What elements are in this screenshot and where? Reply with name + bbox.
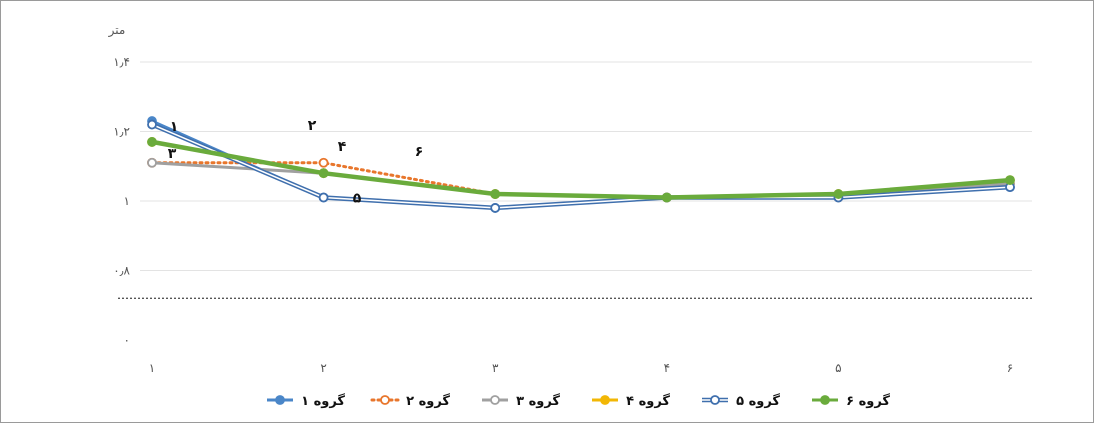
series-layer [147, 116, 1015, 213]
series-number-label: ۲ [308, 118, 317, 134]
legend-swatch-marker [820, 395, 830, 405]
grid-layer [118, 61, 1034, 299]
x-tick-label: ۳ [492, 361, 499, 375]
series-number-label: ۳ [168, 146, 177, 162]
data-point [147, 119, 157, 130]
y-tick-label: ۰٫۸ [113, 264, 130, 278]
legend-item: گروه ۴ [592, 393, 670, 409]
y-tick-label: ۱ [124, 194, 130, 208]
y-axis-title: متر [108, 23, 126, 38]
data-point [147, 157, 157, 168]
legend-item: گروه ۶ [812, 393, 890, 409]
data-point [318, 192, 329, 203]
legend-label: گروه ۳ [516, 393, 560, 409]
legend-label: گروه ۵ [736, 393, 780, 409]
data-point [147, 137, 157, 147]
legend-item: گروه ۲ [370, 393, 450, 409]
series-number-label: ۶ [415, 144, 424, 160]
y-tick-label: ۰ [124, 333, 130, 347]
x-tick-label: ۴ [664, 361, 670, 375]
legend-label: گروه ۴ [626, 393, 670, 409]
legend-label: گروه ۱ [301, 393, 345, 409]
series-line [151, 139, 1011, 200]
data-point [833, 189, 844, 199]
legend-swatch-marker [600, 395, 610, 405]
legend-item: گروه ۵ [702, 393, 780, 409]
x-tick-label: ۱ [149, 361, 155, 375]
data-point [318, 168, 329, 179]
legend-label: گروه ۲ [406, 393, 450, 409]
y-tick-label: ۱٫۲ [113, 125, 130, 139]
legend-swatch-marker [710, 395, 720, 405]
data-point [490, 189, 501, 199]
x-tick-label: ۶ [1007, 361, 1013, 375]
series-number-label: ۵ [353, 191, 362, 207]
series-number-label: ۱ [170, 119, 179, 135]
x-tick-label: ۲ [320, 361, 326, 375]
x-tick-label: ۵ [835, 361, 841, 375]
series-label-layer: ۱ ۲ ۳ ۴ ۵ ۶ [168, 118, 424, 207]
data-point [661, 192, 672, 203]
legend-swatch-marker [490, 395, 500, 405]
legend-swatch-marker [275, 395, 285, 405]
legend: گروه ۱ گروه ۲ گروه ۳ گروه ۴ گروه ۵ گروه ۶ [267, 393, 890, 409]
data-point [318, 157, 329, 168]
series-number-label: ۴ [338, 139, 347, 155]
data-point [490, 203, 501, 213]
series-line-inner [151, 123, 1011, 209]
data-point [1005, 175, 1015, 186]
legend-label: گروه ۶ [846, 393, 890, 409]
legend-item: گروه ۱ [267, 393, 345, 409]
axis-layer: متر ۱٫۴ ۱٫۲ ۱ ۰٫۸ ۰ ۱ ۲ ۳ ۴ ۵ ۶ [108, 23, 1014, 375]
legend-swatch-marker [380, 395, 390, 405]
y-tick-label: ۱٫۴ [113, 55, 130, 69]
legend-item: گروه ۳ [482, 393, 560, 409]
